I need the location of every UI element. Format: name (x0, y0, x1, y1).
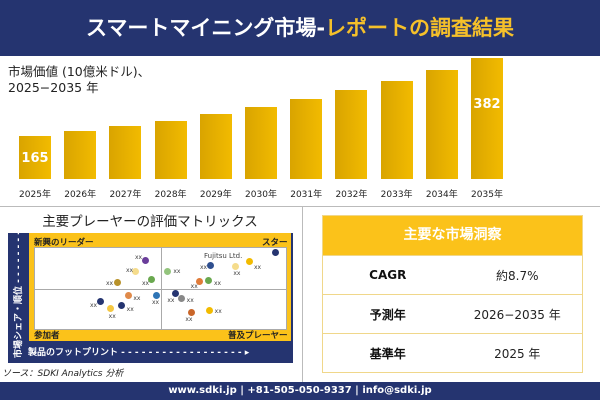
player-point (124, 291, 132, 299)
footer-contact: www.sdki.jp | +81-505-050-9337 | info@sd… (0, 382, 600, 400)
divider (302, 206, 303, 382)
player-label: xx (200, 263, 208, 271)
player-label: xx (254, 263, 262, 271)
insight-key: 予測年 (369, 307, 406, 322)
player-label: xx (214, 308, 222, 316)
bar (64, 130, 97, 179)
quadrant-stars: スター (262, 238, 288, 248)
player-label: xx (233, 270, 241, 277)
player-point (204, 276, 212, 284)
player-point (195, 278, 203, 286)
chart-title: 市場価値 (10億米ドル)、 2025−2035 年 (8, 64, 150, 96)
player-label: xx (190, 283, 198, 290)
fujitsu-label: Fujitsu Ltd. (204, 252, 243, 260)
bar (109, 125, 142, 179)
x-tick-label: 2028年 (154, 190, 187, 200)
x-tick-label: 2034年 (425, 190, 458, 200)
player-label: xx (142, 280, 150, 287)
matrix-y-axis-label: 市場シェア・順位 - - - - - - - - ▸ (14, 223, 24, 358)
player-point (117, 301, 125, 309)
player-label: xx (186, 296, 194, 304)
player-label: xx (185, 316, 193, 324)
source-note: ソース：SDKI Analytics 分析 (2, 369, 124, 379)
bar (425, 69, 458, 179)
player-point (152, 291, 160, 299)
player-point (271, 248, 279, 256)
insight-key: 基準年 (369, 346, 406, 361)
x-tick-label: 2027年 (109, 190, 142, 200)
player-point (177, 294, 185, 302)
player-label: xx (126, 306, 134, 313)
player-point (187, 308, 195, 316)
bar-chart: 2025年 165 2026年 2027年 2028年 2029年 2030年 2031年 20… (19, 58, 503, 200)
x-tick-label: 2031年 (290, 190, 323, 200)
title-accent: レポートの調査結果 (325, 16, 515, 40)
page-header: スマートマイニング市場-レポートの調査結果 (0, 0, 600, 56)
data-label: 382 (473, 97, 501, 112)
divider (0, 206, 600, 207)
x-tick-label: 2026年 (64, 190, 97, 200)
player-label: xx (152, 299, 160, 307)
player-point (142, 256, 150, 264)
player-point (171, 289, 179, 297)
player-point (148, 275, 156, 283)
x-tick-label: 2030年 (245, 190, 277, 200)
bar (245, 106, 277, 179)
player-point (97, 297, 105, 305)
player-label: xx (126, 267, 134, 275)
insight-row: 予測年 2026−2035 年 (323, 294, 582, 333)
insights-title: 主要な市場洞察 (323, 216, 582, 255)
player-point (206, 261, 214, 269)
player-label: xx (173, 268, 181, 276)
x-tick-label: 2033年 (380, 190, 413, 200)
bar (335, 89, 368, 179)
player-point (131, 268, 139, 276)
bar (471, 58, 503, 179)
player-point (164, 267, 172, 275)
player-label: xx (167, 297, 175, 304)
player-label: xx (135, 254, 143, 262)
chart-title-line1: 市場価値 (10億米ドル)、 (8, 64, 151, 79)
player-point (113, 278, 121, 286)
chart-title-line2: 2025−2035 年 (8, 80, 99, 95)
x-tick-label: 2025年 (19, 190, 51, 200)
player-label: xx (214, 280, 222, 287)
quadrant-pervasive-players: 普及プレーヤー (228, 331, 288, 341)
title-main: スマートマイニング市場- (85, 16, 326, 40)
player-label: xx (108, 313, 116, 321)
player-label: xx (106, 280, 114, 287)
quadrant-emerging-leaders: 新興のリーダー (34, 238, 94, 248)
bar (380, 81, 413, 179)
quadrant-participants: 参加者 (34, 331, 60, 341)
player-point (232, 262, 240, 270)
bar (290, 98, 323, 179)
player-label: xx (90, 302, 98, 309)
insight-value: 2026−2035 年 (473, 307, 561, 322)
x-tick-label: 2029年 (199, 190, 232, 200)
data-label: 165 (21, 151, 49, 166)
x-tick-label: 2032年 (335, 190, 368, 200)
insight-value: 約8.7% (496, 268, 539, 283)
insight-value: 2025 年 (494, 346, 541, 361)
player-point (245, 257, 253, 265)
matrix-grid (34, 247, 287, 330)
matrix-x-axis-label: 製品のフットプリント - - - - - - - - - - - - - - -… (28, 348, 250, 358)
player-label: xx (133, 295, 141, 303)
bar (19, 136, 51, 179)
insight-row: 基準年 2025 年 (323, 333, 582, 372)
bar (199, 114, 232, 179)
insight-row: CAGR 約8.7% (323, 255, 582, 294)
bar (154, 120, 187, 179)
player-point (106, 304, 114, 312)
insight-key: CAGR (369, 268, 407, 282)
matrix-title: 主要プレーヤーの評価マトリックス (42, 214, 258, 230)
insights-table: 主要な市場洞察 CAGR 約8.7% 予測年 2026−2035 年 基準年 2025… (322, 215, 583, 373)
x-tick-label: 2035年 (471, 190, 503, 200)
player-point (205, 306, 213, 314)
